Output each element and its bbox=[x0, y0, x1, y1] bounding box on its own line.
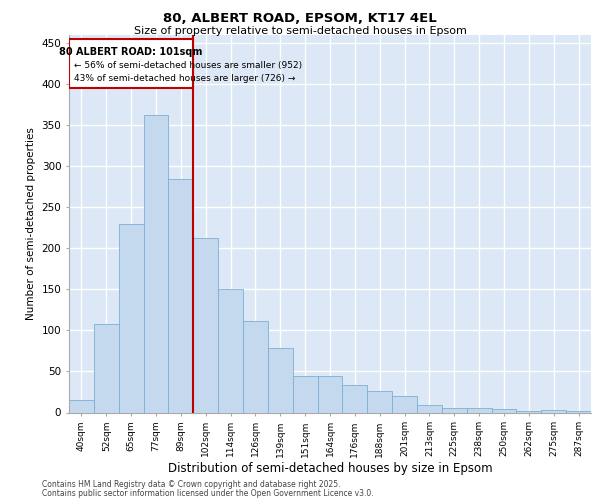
Bar bbox=[442, 408, 467, 412]
Bar bbox=[367, 391, 392, 412]
Bar bbox=[392, 396, 417, 412]
Text: ← 56% of semi-detached houses are smaller (952): ← 56% of semi-detached houses are smalle… bbox=[74, 62, 302, 70]
Bar bbox=[566, 411, 591, 412]
Bar bbox=[169, 178, 193, 412]
Bar bbox=[119, 224, 143, 412]
Bar bbox=[243, 322, 268, 412]
X-axis label: Distribution of semi-detached houses by size in Epsom: Distribution of semi-detached houses by … bbox=[167, 462, 493, 475]
Text: 80, ALBERT ROAD, EPSOM, KT17 4EL: 80, ALBERT ROAD, EPSOM, KT17 4EL bbox=[163, 12, 437, 26]
Bar bbox=[69, 39, 193, 88]
Bar bbox=[193, 238, 218, 412]
Text: 80 ALBERT ROAD: 101sqm: 80 ALBERT ROAD: 101sqm bbox=[59, 48, 203, 58]
Bar bbox=[268, 348, 293, 412]
Bar bbox=[94, 324, 119, 412]
Bar bbox=[218, 288, 243, 412]
Bar bbox=[293, 376, 317, 412]
Bar bbox=[69, 400, 94, 412]
Bar bbox=[491, 409, 517, 412]
Bar bbox=[467, 408, 491, 412]
Bar bbox=[343, 386, 367, 412]
Bar bbox=[143, 116, 169, 412]
Text: Contains public sector information licensed under the Open Government Licence v3: Contains public sector information licen… bbox=[42, 488, 374, 498]
Y-axis label: Number of semi-detached properties: Number of semi-detached properties bbox=[26, 128, 36, 320]
Bar bbox=[517, 411, 541, 412]
Text: 43% of semi-detached houses are larger (726) →: 43% of semi-detached houses are larger (… bbox=[74, 74, 295, 82]
Bar bbox=[317, 376, 343, 412]
Text: Contains HM Land Registry data © Crown copyright and database right 2025.: Contains HM Land Registry data © Crown c… bbox=[42, 480, 341, 489]
Bar bbox=[541, 410, 566, 412]
Bar bbox=[417, 405, 442, 412]
Text: Size of property relative to semi-detached houses in Epsom: Size of property relative to semi-detach… bbox=[134, 26, 466, 36]
